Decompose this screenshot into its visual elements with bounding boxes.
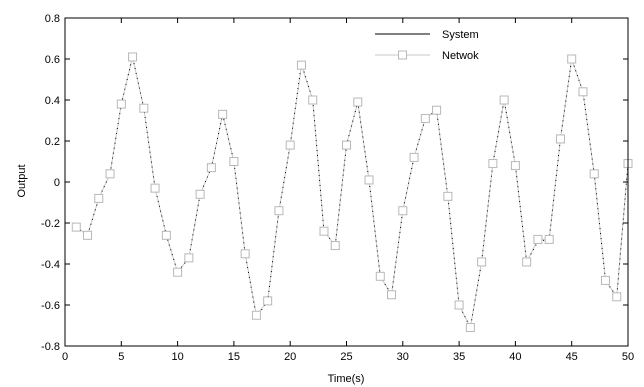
- plot-area: [71, 52, 633, 333]
- y-tick-label: -0.6: [41, 300, 60, 312]
- data-point-netwok: [465, 323, 475, 333]
- data-point-netwok: [600, 275, 610, 285]
- data-point-netwok: [342, 140, 351, 150]
- legend-marker-netwok: [398, 50, 407, 60]
- data-point-netwok: [544, 234, 554, 244]
- data-point-netwok: [296, 60, 306, 70]
- x-tick-label: 35: [453, 351, 465, 363]
- y-tick-label: -0.4: [41, 259, 60, 271]
- x-tick-label: 20: [284, 351, 296, 363]
- data-point-netwok: [218, 109, 228, 119]
- y-tick-label: 0.2: [45, 136, 60, 148]
- data-point-netwok: [229, 157, 239, 166]
- x-axis-label: Time(s): [328, 373, 365, 385]
- y-tick-label: 0: [54, 177, 60, 189]
- y-tick-label: -0.2: [41, 218, 60, 230]
- x-tick-label: 50: [622, 351, 634, 363]
- legend-label-netwok: Netwok: [442, 50, 479, 62]
- data-point-netwok: [510, 161, 520, 171]
- data-point-netwok: [499, 95, 509, 105]
- data-point-netwok: [555, 134, 565, 144]
- x-tick-label: 45: [566, 351, 578, 363]
- data-point-netwok: [567, 54, 577, 64]
- y-tick-label: 0.8: [45, 13, 60, 25]
- data-point-netwok: [375, 271, 385, 281]
- y-tick-label: 0.6: [45, 54, 60, 66]
- y-axis-label: Output: [16, 164, 28, 197]
- x-tick-label: 40: [509, 351, 521, 363]
- data-point-netwok: [263, 296, 273, 306]
- y-tick-label: -0.8: [41, 341, 60, 353]
- data-point-netwok: [274, 206, 284, 216]
- data-point-netwok: [409, 152, 419, 162]
- data-point-netwok: [589, 169, 599, 179]
- data-point-netwok: [83, 230, 93, 240]
- data-point-netwok: [353, 97, 363, 107]
- data-point-netwok: [330, 241, 340, 251]
- data-point-netwok: [150, 183, 160, 193]
- axes: 0 5 10 15 20 25 30 35 40 45 50 -0.8 -0.6 -0.4 -0.2 0 0.2…: [41, 13, 634, 363]
- data-point-netwok: [71, 222, 81, 232]
- data-point-netwok: [240, 249, 250, 259]
- plot-frame: [64, 17, 629, 347]
- data-point-netwok: [612, 292, 622, 302]
- data-point-netwok: [432, 105, 442, 115]
- data-point-netwok: [161, 230, 171, 240]
- x-tick-label: 30: [397, 351, 409, 363]
- data-point-netwok: [251, 310, 261, 320]
- data-point-netwok: [454, 300, 464, 310]
- data-point-netwok: [477, 257, 487, 267]
- data-point-netwok: [387, 290, 397, 300]
- data-point-netwok: [578, 87, 588, 97]
- data-point-netwok: [398, 206, 408, 216]
- data-point-netwok: [105, 169, 115, 179]
- x-tick-label: 0: [62, 351, 68, 363]
- data-point-netwok: [139, 103, 149, 113]
- data-point-netwok: [285, 140, 295, 150]
- legend-label-system: System: [442, 29, 479, 41]
- x-tick-label: 10: [171, 351, 183, 363]
- data-point-netwok: [128, 52, 138, 62]
- x-tick-label: 25: [340, 351, 352, 363]
- legend: System Netwok: [375, 29, 479, 62]
- series-line-system: [75, 56, 629, 330]
- x-tick-label: 15: [228, 351, 240, 363]
- data-point-netwok: [173, 267, 183, 277]
- data-point-netwok: [195, 189, 205, 199]
- y-tick-label: 0.4: [45, 95, 60, 107]
- data-point-netwok: [94, 193, 104, 203]
- x-tick-label: 5: [118, 351, 124, 363]
- data-point-netwok: [488, 159, 498, 169]
- data-point-netwok: [364, 175, 374, 185]
- data-point-netwok: [308, 95, 318, 105]
- data-point-netwok: [420, 113, 430, 123]
- data-point-netwok: [443, 191, 453, 201]
- data-point-netwok: [533, 234, 543, 244]
- data-point-netwok: [319, 226, 329, 236]
- data-point-netwok: [206, 163, 216, 173]
- data-point-netwok: [522, 257, 532, 267]
- data-point-netwok: [116, 99, 126, 109]
- data-point-netwok: [184, 253, 194, 263]
